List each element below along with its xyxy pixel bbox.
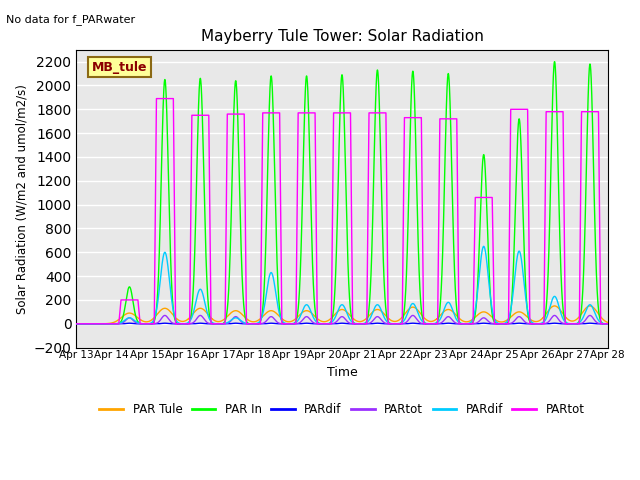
X-axis label: Time: Time xyxy=(326,366,357,379)
Title: Mayberry Tule Tower: Solar Radiation: Mayberry Tule Tower: Solar Radiation xyxy=(200,29,483,44)
Text: MB_tule: MB_tule xyxy=(92,60,148,73)
Text: No data for f_PARwater: No data for f_PARwater xyxy=(6,14,136,25)
Legend: PAR Tule, PAR In, PARdif, PARtot, PARdif, PARtot: PAR Tule, PAR In, PARdif, PARtot, PARdif… xyxy=(95,398,589,420)
Y-axis label: Solar Radiation (W/m2 and umol/m2/s): Solar Radiation (W/m2 and umol/m2/s) xyxy=(15,84,28,313)
